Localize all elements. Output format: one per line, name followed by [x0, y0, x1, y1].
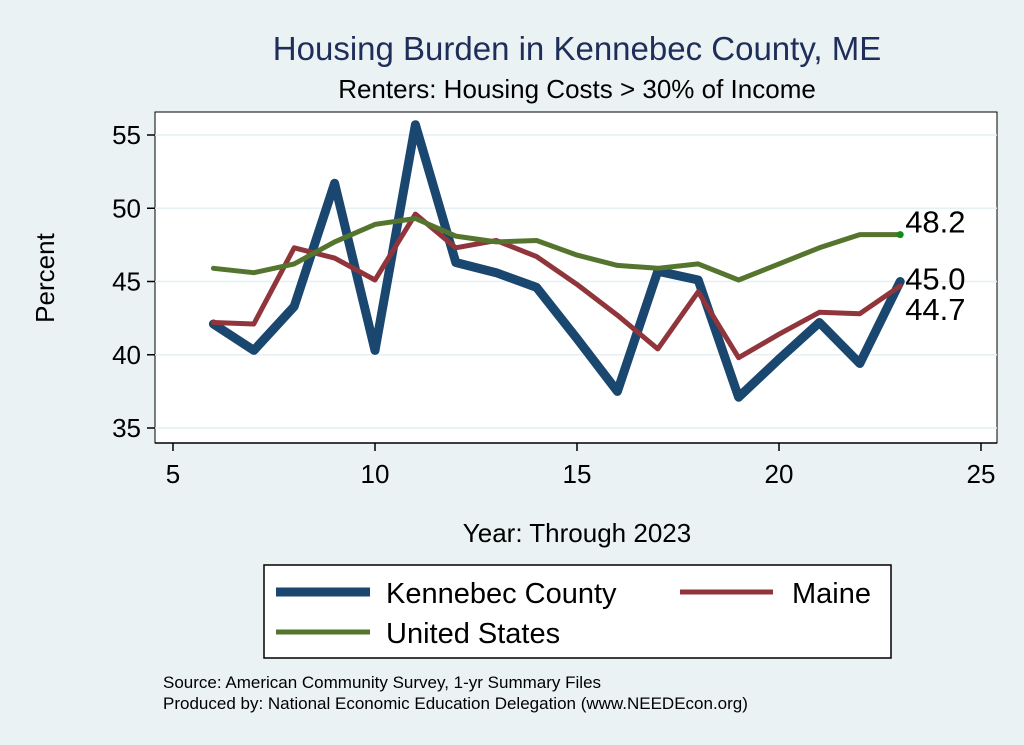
- end-label-maine: 44.7: [905, 292, 965, 327]
- y-tick-label: 40: [112, 340, 141, 370]
- end-labels: 45.044.7 48.2: [905, 205, 965, 327]
- x-tick-label: 20: [765, 459, 794, 489]
- end-label-united-states: 48.2: [905, 205, 965, 240]
- series-lines: [208, 120, 905, 402]
- plot-area: [154, 111, 998, 444]
- legend-box: [263, 564, 892, 659]
- y-axis-title: Percent: [30, 232, 60, 322]
- series-line-maine: [210, 211, 903, 361]
- chart-subtitle: Renters: Housing Costs > 30% of Income: [338, 74, 816, 104]
- x-tick-label: 5: [166, 459, 180, 489]
- produced-by-note: Produced by: National Economic Education…: [163, 694, 748, 713]
- legend-label-united-states: United States: [386, 618, 560, 650]
- y-tick-label: 45: [112, 267, 141, 297]
- x-axis-title: Year: Through 2023: [463, 518, 691, 548]
- series-line-united-states: [210, 216, 903, 283]
- y-tick-label: 55: [112, 120, 141, 150]
- end-point-united-states: [896, 231, 904, 239]
- legend: Kennebec County Maine United States: [263, 564, 892, 659]
- legend-label-maine: Maine: [792, 578, 871, 610]
- x-tick-label: 10: [361, 459, 390, 489]
- x-tick-label: 15: [563, 459, 592, 489]
- series-line-kennebec-county: [208, 120, 905, 402]
- legend-label-kennebec-county: Kennebec County: [386, 578, 617, 610]
- x-tick-label: 25: [967, 459, 996, 489]
- source-note: Source: American Community Survey, 1-yr …: [163, 673, 601, 692]
- chart-title: Housing Burden in Kennebec County, ME: [273, 30, 881, 67]
- end-label-kennebec-county: 45.0: [905, 262, 965, 297]
- y-tick-label: 35: [112, 413, 141, 443]
- y-tick-label: 50: [112, 193, 141, 223]
